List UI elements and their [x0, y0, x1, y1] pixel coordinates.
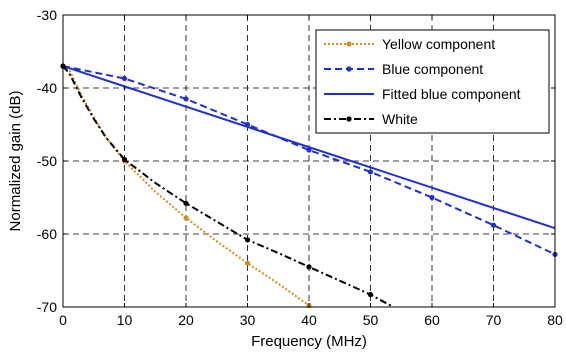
- legend-marker: [346, 41, 352, 47]
- data-point: [183, 200, 189, 206]
- y-tick-label: -30: [37, 7, 57, 23]
- legend-label: Yellow component: [382, 36, 495, 52]
- data-point: [490, 222, 497, 228]
- data-point: [306, 147, 312, 153]
- x-tick-label: 20: [178, 312, 194, 328]
- data-point: [367, 291, 374, 298]
- data-point: [306, 264, 312, 270]
- legend-entry: White: [324, 111, 418, 127]
- legend-entry: Fitted blue component: [324, 86, 521, 102]
- y-tick-label: -50: [37, 153, 57, 169]
- legend-label: Blue component: [382, 61, 483, 77]
- x-tick-label: 60: [424, 312, 440, 328]
- series-white: [60, 63, 394, 308]
- series-line: [62, 65, 310, 307]
- series-group: [60, 63, 558, 309]
- y-tick-label: -40: [37, 80, 57, 96]
- legend-entry: Yellow component: [324, 36, 495, 52]
- y-tick-label: -70: [37, 299, 57, 315]
- legend-marker: [346, 116, 352, 122]
- legend: Yellow component Blue component Fitted blu…: [315, 29, 550, 134]
- x-tick-label: 30: [240, 312, 256, 328]
- data-point: [244, 260, 251, 266]
- x-tick-label: 10: [117, 312, 133, 328]
- legend-box: [315, 29, 550, 134]
- series-line: [62, 65, 556, 230]
- data-point: [183, 215, 189, 221]
- x-tick-label: 50: [363, 312, 379, 328]
- series-line: [62, 65, 394, 308]
- data-point: [121, 75, 128, 82]
- legend-label: Fitted blue component: [382, 86, 521, 102]
- data-point: [121, 156, 128, 163]
- data-point: [367, 169, 374, 175]
- legend-entry: Blue component: [324, 61, 483, 77]
- series-fitted-blue-component: [62, 65, 556, 230]
- x-axis-label: Frequency (MHz): [251, 333, 367, 350]
- legend-label: White: [382, 111, 418, 127]
- tick-labels: 0 10 20 30 40 50 60 70 80 -30 -40 -50 -60 -70: [37, 7, 563, 328]
- data-point: [429, 194, 435, 201]
- data-point: [183, 96, 189, 102]
- x-tick-label: 70: [486, 312, 502, 328]
- x-tick-label: 0: [59, 312, 67, 328]
- legend-marker: [346, 66, 352, 72]
- y-axis-label: Normalized gain (dB): [7, 91, 24, 232]
- y-tick-label: -60: [37, 226, 57, 242]
- x-tick-label: 80: [547, 312, 563, 328]
- data-point: [244, 237, 251, 243]
- x-tick-label: 40: [301, 312, 317, 328]
